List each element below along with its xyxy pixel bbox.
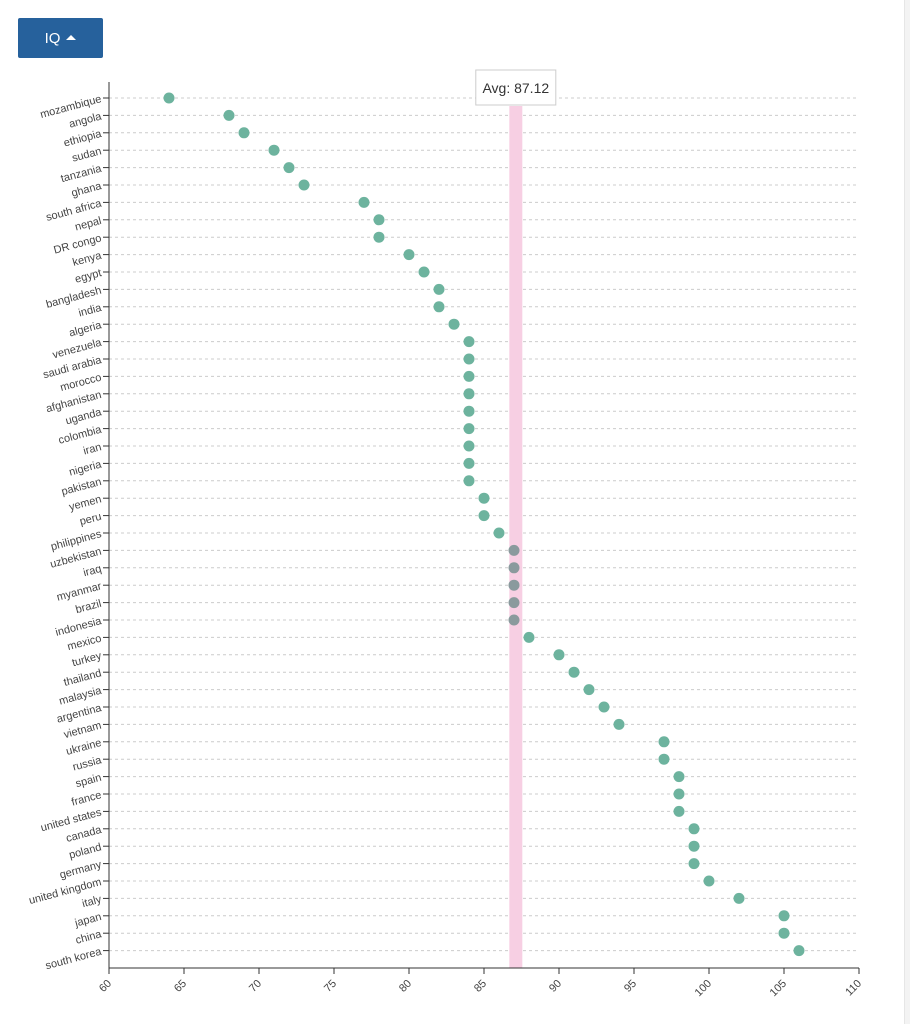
point-argentina <box>598 701 610 713</box>
y-tick-label-turkey: turkey <box>71 650 104 669</box>
point-united-kingdom <box>703 875 715 887</box>
y-tick-label-egypt: egypt <box>74 267 103 286</box>
point-bangladesh <box>433 283 445 295</box>
y-tick-label-sudan: sudan <box>71 145 103 164</box>
point-uzbekistan <box>508 544 520 556</box>
caret-up-icon <box>66 34 77 40</box>
point-ghana <box>298 179 310 191</box>
point-iran <box>463 440 475 452</box>
y-tick-label-peru: peru <box>78 511 102 528</box>
y-tick-label-india: india <box>77 302 103 320</box>
point-indonesia <box>508 614 520 626</box>
point-thailand <box>568 666 580 678</box>
y-tick-label-japan: japan <box>73 911 103 930</box>
point-dr-congo <box>373 231 385 243</box>
point-vietnam <box>613 718 625 730</box>
point-sudan <box>268 144 280 156</box>
point-ukraine <box>658 736 670 748</box>
point-poland <box>688 840 700 852</box>
y-tick-label-china: china <box>74 928 103 947</box>
point-brazil <box>508 597 520 609</box>
point-saudi-arabia <box>463 353 475 365</box>
point-france <box>673 788 685 800</box>
y-tick-label-ghana: ghana <box>70 180 104 200</box>
y-tick-label-kenya: kenya <box>71 250 103 269</box>
y-tick-label-brazil: brazil <box>74 598 103 616</box>
x-tick-label: 90 <box>547 978 564 995</box>
x-tick-label: 75 <box>322 978 339 995</box>
y-tick-label-italy: italy <box>81 893 103 910</box>
point-peru <box>478 510 490 522</box>
point-spain <box>673 771 685 783</box>
point-canada <box>688 823 700 835</box>
point-japan <box>778 910 790 922</box>
point-egypt <box>418 266 430 278</box>
point-morocco <box>463 370 475 382</box>
point-south-korea <box>793 945 805 957</box>
point-algeria <box>448 318 460 330</box>
point-mozambique <box>163 92 175 104</box>
point-mexico <box>523 631 535 643</box>
x-tick-label: 60 <box>97 978 114 995</box>
point-philippines <box>493 527 505 539</box>
average-band <box>509 106 523 968</box>
x-tick-label: 100 <box>693 978 714 999</box>
y-tick-label-nepal: nepal <box>74 215 103 234</box>
point-colombia <box>463 423 475 435</box>
point-yemen <box>478 492 490 504</box>
x-tick-label: 95 <box>622 978 639 995</box>
point-south-africa <box>358 196 370 208</box>
point-malaysia <box>583 684 595 696</box>
y-tick-label-spain: spain <box>74 772 103 790</box>
x-tick-label: 105 <box>768 978 789 999</box>
page-edge-scrollbar <box>904 0 910 1024</box>
point-afghanistan <box>463 388 475 400</box>
point-united-states <box>673 805 685 817</box>
x-tick-label: 110 <box>843 978 864 999</box>
x-tick-label: 85 <box>472 978 489 995</box>
point-uganda <box>463 405 475 417</box>
point-nigeria <box>463 457 475 469</box>
point-iraq <box>508 562 520 574</box>
point-italy <box>733 892 745 904</box>
point-india <box>433 301 445 313</box>
point-ethiopia <box>238 127 250 139</box>
average-label-box <box>475 69 557 106</box>
point-russia <box>658 753 670 765</box>
point-kenya <box>403 249 415 261</box>
y-tick-label-france: france <box>70 789 103 809</box>
point-germany <box>688 858 700 870</box>
y-tick-label-iran: iran <box>82 441 103 457</box>
point-china <box>778 927 790 939</box>
y-tick-label-south-korea: south korea <box>44 946 103 973</box>
x-tick-label: 80 <box>397 978 414 995</box>
point-turkey <box>553 649 565 661</box>
average-label: Avg: 87.12 <box>482 80 549 96</box>
point-nepal <box>373 214 385 226</box>
x-tick-label: 65 <box>172 978 189 995</box>
point-angola <box>223 109 235 121</box>
x-tick-label: 70 <box>247 978 264 995</box>
point-tanzania <box>283 162 295 174</box>
sort-by-iq-button[interactable]: IQ <box>18 18 103 58</box>
point-myanmar <box>508 579 520 591</box>
point-pakistan <box>463 475 475 487</box>
y-tick-label-russia: russia <box>71 754 103 773</box>
y-tick-label-iraq: iraq <box>82 563 103 579</box>
point-venezuela <box>463 336 475 348</box>
sort-button-label: IQ <box>44 29 61 47</box>
